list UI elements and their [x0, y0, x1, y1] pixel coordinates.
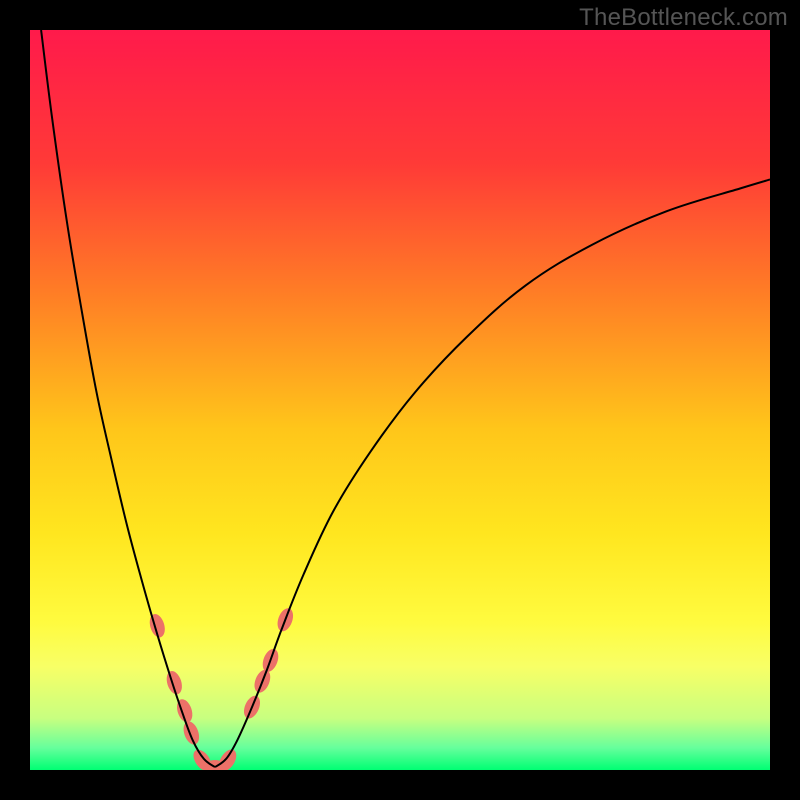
gradient-background — [30, 30, 770, 770]
bottleneck-plot — [30, 30, 770, 770]
attribution-text: TheBottleneck.com — [579, 4, 788, 32]
chart-frame: TheBottleneck.com — [0, 0, 800, 800]
